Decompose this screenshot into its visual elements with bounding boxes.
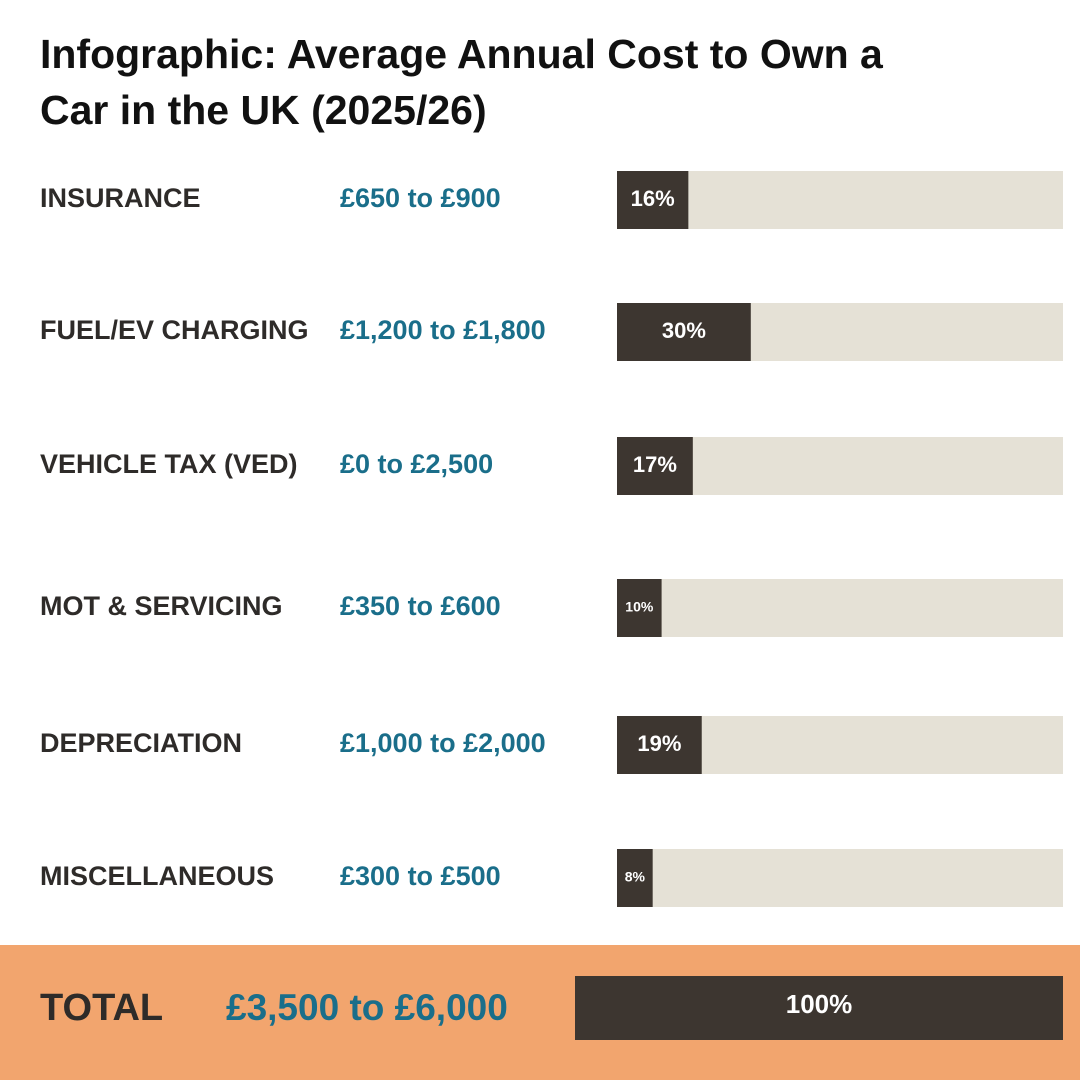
range-label: £0 to £2,500 [340,449,493,479]
value-label: 19% [637,731,681,756]
total-bar [575,976,1063,1040]
value-label: 10% [625,599,654,615]
total-value-label: 100% [786,989,853,1019]
bar-track [617,579,1063,637]
bar [617,171,689,229]
bar [617,579,662,637]
chart-title: Infographic: Average Annual Cost to Own … [40,31,883,133]
value-label: 8% [625,869,646,885]
total-label: TOTAL [40,987,163,1029]
value-label: 16% [631,186,675,211]
bar [617,437,693,495]
value-label: 30% [662,318,706,343]
range-label: £1,000 to £2,000 [340,728,546,758]
range-label: £300 to £500 [340,861,501,891]
category-label: DEPRECIATION [40,728,242,758]
category-label: MOT & SERVICING [40,591,283,621]
bar [617,303,751,361]
category-label: VEHICLE TAX (VED) [40,449,298,479]
bar [617,849,653,907]
bar [617,716,702,774]
range-label: £1,200 to £1,800 [340,315,546,345]
value-label: 17% [633,452,677,477]
category-label: INSURANCE [40,183,201,213]
total-range: £3,500 to £6,000 [226,987,508,1028]
category-label: MISCELLANEOUS [40,861,274,891]
range-label: £650 to £900 [340,183,501,213]
range-label: £350 to £600 [340,591,501,621]
bar-track [617,849,1063,907]
bar-track [617,171,1063,229]
category-label: FUEL/EV CHARGING [40,315,309,345]
